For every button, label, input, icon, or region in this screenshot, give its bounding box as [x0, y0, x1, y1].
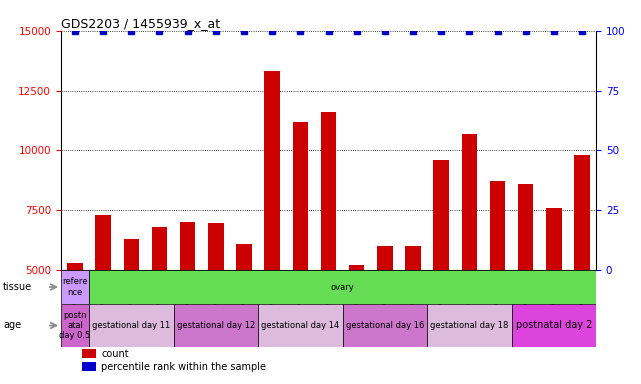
Text: GDS2203 / 1455939_x_at: GDS2203 / 1455939_x_at [61, 17, 220, 30]
Text: gestational day 14: gestational day 14 [262, 321, 340, 330]
Bar [574, 155, 590, 384]
Bar [546, 208, 562, 384]
Bar [180, 222, 196, 384]
Bar [89, 304, 174, 347]
Text: gestational day 18: gestational day 18 [430, 321, 508, 330]
Text: percentile rank within the sample: percentile rank within the sample [101, 362, 266, 372]
Text: tissue: tissue [3, 282, 32, 292]
Text: refere
nce: refere nce [62, 277, 88, 297]
Text: postn
atal
day 0.5: postn atal day 0.5 [60, 311, 90, 340]
Text: age: age [3, 321, 21, 331]
Bar [174, 304, 258, 347]
Bar [258, 304, 342, 347]
Bar [152, 227, 167, 384]
Text: ovary: ovary [331, 283, 354, 291]
Text: postnatal day 2: postnatal day 2 [516, 321, 592, 331]
Bar [512, 304, 596, 347]
Text: gestational day 11: gestational day 11 [92, 321, 171, 330]
Text: count: count [101, 349, 129, 359]
Bar [427, 304, 512, 347]
Bar [342, 304, 427, 347]
Bar [265, 71, 280, 384]
Bar [462, 134, 477, 384]
Bar [208, 223, 224, 384]
Bar [124, 239, 139, 384]
Bar [490, 181, 505, 384]
Bar [320, 112, 337, 384]
Bar [61, 270, 89, 304]
Bar [433, 160, 449, 384]
Bar [377, 246, 392, 384]
Text: gestational day 12: gestational day 12 [177, 321, 255, 330]
Bar [61, 304, 89, 347]
Bar [292, 122, 308, 384]
Bar [518, 184, 533, 384]
Text: gestational day 16: gestational day 16 [345, 321, 424, 330]
Bar [237, 243, 252, 384]
Bar [96, 215, 111, 384]
Bar [82, 349, 96, 358]
Bar [349, 265, 365, 384]
Bar [405, 246, 420, 384]
Bar [82, 362, 96, 371]
Bar [67, 263, 83, 384]
